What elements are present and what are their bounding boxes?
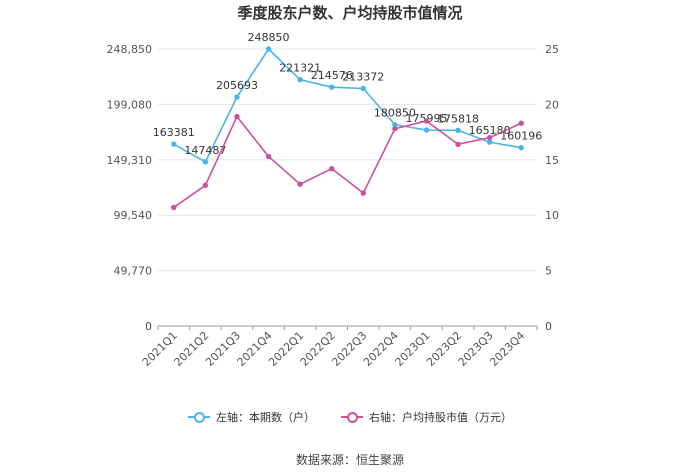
- left-axis-tick-label: 199,080: [107, 98, 153, 111]
- legend-swatch-right-icon: [341, 412, 363, 423]
- legend: 左轴：本期数（户） 右轴：户均持股市值（万元）: [0, 409, 700, 425]
- left-axis-tick-label: 99,540: [114, 209, 153, 222]
- legend-label-right-series: 右轴：户均持股市值（万元）: [369, 411, 512, 424]
- right-axis-tick-label: 0: [545, 320, 552, 333]
- data-label: 175818: [437, 112, 479, 125]
- legend-item-right-series[interactable]: 右轴：户均持股市值（万元）: [341, 409, 512, 425]
- data-label: 221321: [279, 62, 321, 75]
- legend-label-left-series: 左轴：本期数（户）: [216, 411, 315, 424]
- series-point-0: [423, 127, 430, 133]
- series-point-0: [455, 127, 461, 133]
- left-axis-tick-label: 0: [145, 320, 152, 333]
- data-label: 165180: [469, 124, 511, 137]
- data-label: 213372: [342, 70, 384, 83]
- left-axis-tick-label: 248,850: [107, 43, 153, 56]
- left-axis-tick-label: 49,770: [114, 265, 153, 278]
- series-point-1: [329, 165, 335, 172]
- data-label: 214576: [311, 69, 353, 82]
- series-point-1: [423, 118, 430, 124]
- series-point-0: [297, 76, 303, 83]
- series-point-0: [518, 144, 524, 151]
- right-axis-tick-label: 10: [545, 209, 559, 222]
- series-point-1: [455, 141, 461, 147]
- data-label: 180850: [374, 107, 416, 120]
- series-point-0: [202, 159, 209, 165]
- series-point-0: [171, 141, 177, 147]
- series-point-0: [329, 84, 335, 90]
- right-axis-tick-label: 25: [545, 43, 559, 56]
- series-line-0: [173, 47, 522, 163]
- data-label: 205693: [216, 79, 258, 92]
- series-point-1: [360, 190, 366, 196]
- series-point-0: [234, 94, 240, 100]
- series-point-0: [360, 85, 366, 92]
- left-axis-tick-label: 149,310: [107, 154, 153, 167]
- data-source: 数据来源：恒生聚源: [295, 453, 404, 467]
- series-point-1: [202, 182, 209, 188]
- series-point-1: [171, 204, 177, 211]
- right-axis-tick-label: 5: [545, 265, 552, 278]
- series-point-1: [486, 134, 493, 141]
- series-point-1: [392, 126, 398, 132]
- series-point-0: [265, 46, 272, 52]
- data-label: 160196: [500, 130, 542, 143]
- series-point-1: [297, 181, 303, 187]
- series-line-1: [173, 115, 522, 209]
- series-point-1: [234, 113, 240, 120]
- data-label: 248850: [248, 31, 290, 44]
- legend-swatch-left-icon: [188, 412, 210, 423]
- x-axis-tick-label: 2023Q4: [487, 329, 527, 369]
- series-point-1: [265, 153, 272, 160]
- data-label: 163381: [153, 126, 195, 139]
- chart-title: 季度股东户数、户均持股市值情况: [237, 4, 463, 22]
- right-axis-tick-label: 20: [545, 98, 559, 111]
- legend-item-left-series[interactable]: 左轴：本期数（户）: [188, 409, 315, 425]
- data-label: 147487: [184, 144, 226, 157]
- right-axis-tick-label: 15: [545, 154, 559, 167]
- series-point-0: [486, 139, 493, 145]
- series-point-1: [518, 120, 524, 126]
